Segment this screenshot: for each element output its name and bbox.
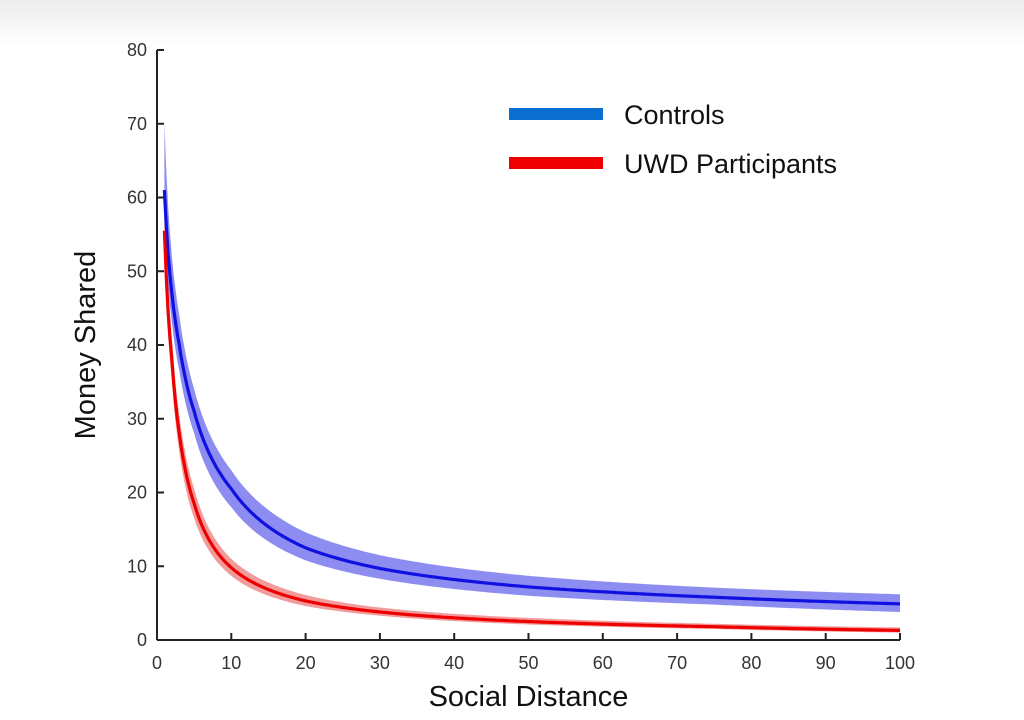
x-tick-label: 100 [885, 653, 915, 673]
y-ticks: 0 10 20 30 40 50 60 70 80 [127, 40, 164, 650]
y-axis-title: Money Shared [70, 251, 102, 440]
legend-swatch-uwd-participants [509, 157, 603, 169]
legend-label-uwd-participants: UWD Participants [624, 149, 837, 179]
x-ticks: 0 10 20 30 40 50 60 70 80 90 100 [152, 633, 915, 673]
y-tick-label: 80 [127, 40, 147, 60]
x-tick-label: 80 [741, 653, 761, 673]
legend-swatch-controls [509, 108, 603, 120]
x-tick-label: 40 [444, 653, 464, 673]
x-tick-label: 10 [221, 653, 241, 673]
x-tick-label: 90 [816, 653, 836, 673]
series-lines [162, 190, 901, 633]
y-tick-label: 60 [127, 188, 147, 208]
x-tick-label: 0 [152, 653, 162, 673]
y-tick-label: 10 [127, 556, 147, 576]
x-tick-label: 50 [518, 653, 538, 673]
y-tick-label: 0 [137, 630, 147, 650]
band-uwd-participants [164, 204, 900, 633]
y-tick-label: 40 [127, 335, 147, 355]
axes [156, 50, 900, 641]
x-axis-title: Social Distance [429, 681, 629, 713]
band-controls [164, 123, 900, 613]
legend-label-controls: Controls [624, 100, 725, 130]
x-tick-label: 30 [370, 653, 390, 673]
x-tick-label: 20 [296, 653, 316, 673]
y-tick-label: 70 [127, 114, 147, 134]
series-line-controls [162, 190, 901, 606]
y-tick-label: 50 [127, 261, 147, 281]
y-tick-label: 30 [127, 409, 147, 429]
legend: Controls UWD Participants [509, 100, 837, 179]
x-tick-label: 70 [667, 653, 687, 673]
confidence-bands [164, 123, 900, 633]
x-tick-label: 60 [593, 653, 613, 673]
window-top-shade [0, 0, 1024, 46]
series-line-uwd-participants [162, 230, 900, 633]
y-tick-label: 20 [127, 483, 147, 503]
